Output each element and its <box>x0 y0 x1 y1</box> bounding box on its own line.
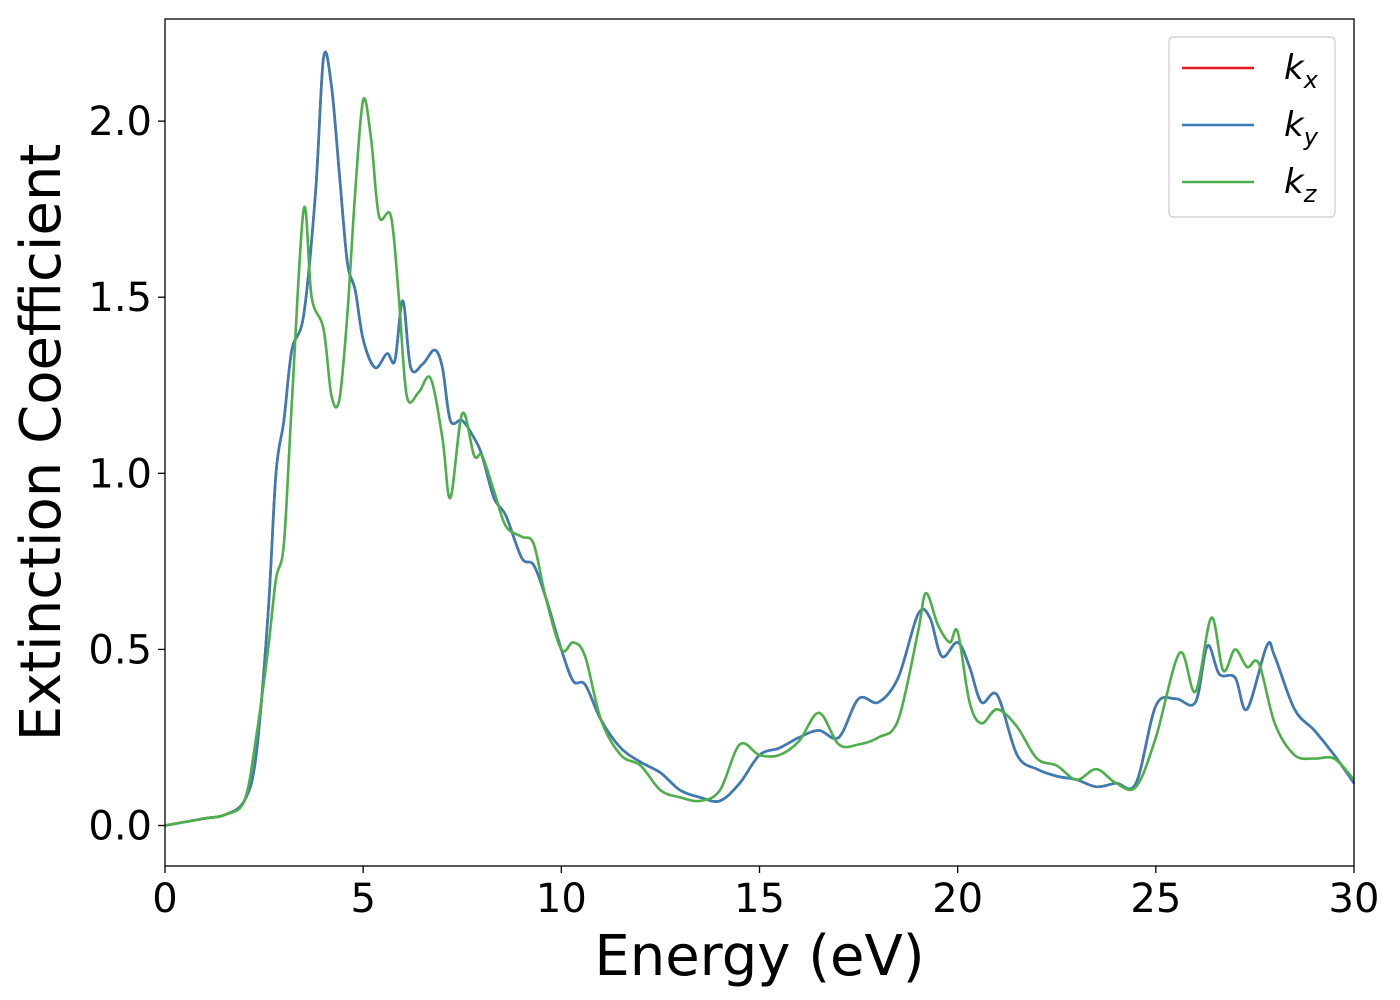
y-tick-label: 1.5 <box>88 275 152 321</box>
y-tick-label: 1.0 <box>88 451 152 497</box>
legend-label-x: kx <box>1284 48 1319 94</box>
series-line-z <box>164 97 1355 827</box>
series-group <box>164 50 1356 827</box>
legend: kx ky kz <box>1168 36 1336 218</box>
x-tick-label: 15 <box>734 876 785 922</box>
plot-area <box>165 19 1354 866</box>
y-tick-label: 0.5 <box>88 627 152 673</box>
legend-label-z: kz <box>1284 162 1318 208</box>
y-axis: 0.0 0.5 1.0 1.5 2.0 <box>88 99 165 849</box>
legend-box <box>1168 36 1336 218</box>
x-axis: 0 5 10 15 20 25 30 <box>152 866 1379 922</box>
x-tick-label: 20 <box>932 876 983 922</box>
legend-label-y: ky <box>1284 105 1319 151</box>
x-tick-label: 30 <box>1329 876 1380 922</box>
x-tick-label: 25 <box>1130 876 1181 922</box>
y-axis-title: Extinction Coefficient <box>9 144 74 742</box>
y-tick-label: 2.0 <box>88 99 152 145</box>
y-tick-label: 0.0 <box>88 803 152 849</box>
x-tick-label: 5 <box>350 876 375 922</box>
x-axis-title: Energy (eV) <box>594 924 924 989</box>
x-tick-label: 0 <box>152 876 177 922</box>
x-tick-label: 10 <box>536 876 587 922</box>
